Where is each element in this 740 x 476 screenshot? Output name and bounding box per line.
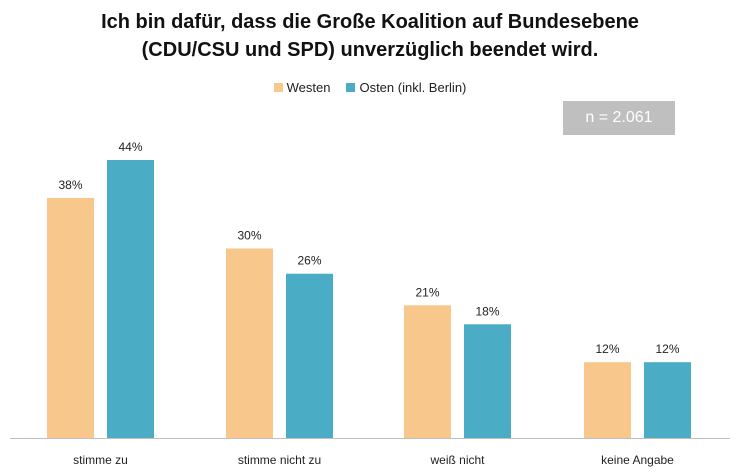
bar-west-0 bbox=[47, 197, 94, 438]
bar-east-2 bbox=[464, 324, 511, 438]
bar-east-1 bbox=[286, 273, 333, 438]
data-label-west-2: 21% bbox=[415, 285, 439, 299]
data-label-west-3: 12% bbox=[595, 342, 619, 356]
data-label-west-0: 38% bbox=[58, 178, 82, 192]
data-label-east-3: 12% bbox=[655, 342, 679, 356]
bar-west-3 bbox=[584, 362, 631, 438]
category-label-2: weiß nicht bbox=[429, 453, 485, 467]
data-label-east-2: 18% bbox=[475, 304, 499, 318]
chart-title: Ich bin dafür, dass die Große Koalition … bbox=[0, 8, 740, 64]
legend-label-east: Osten (inkl. Berlin) bbox=[359, 80, 467, 95]
category-label-0: stimme zu bbox=[73, 453, 128, 467]
category-label-3: keine Angabe bbox=[601, 453, 674, 467]
chart-title-line-2: (CDU/CSU und SPD) unverzüglich beendet w… bbox=[141, 39, 599, 61]
bar-east-3 bbox=[644, 362, 691, 438]
bar-west-2 bbox=[404, 305, 451, 438]
chart-title-line-1: Ich bin dafür, dass die Große Koalition … bbox=[101, 11, 639, 33]
data-label-west-1: 30% bbox=[237, 228, 261, 242]
legend-item-east: Osten (inkl. Berlin) bbox=[346, 80, 466, 95]
legend-item-west: Westen bbox=[273, 80, 331, 95]
legend-label-west: Westen bbox=[286, 80, 331, 95]
data-label-east-1: 26% bbox=[297, 254, 321, 268]
legend-swatch-east bbox=[346, 83, 356, 92]
legend-swatch-west bbox=[273, 83, 283, 92]
category-label-1: stimme nicht zu bbox=[238, 453, 321, 467]
bar-west-1 bbox=[226, 248, 273, 438]
sample-size-badge: n = 2.061 bbox=[563, 101, 675, 135]
bar-east-0 bbox=[107, 160, 154, 438]
data-label-east-0: 44% bbox=[118, 140, 142, 154]
chart-legend: Westen Osten (inkl. Berlin) bbox=[0, 80, 740, 95]
